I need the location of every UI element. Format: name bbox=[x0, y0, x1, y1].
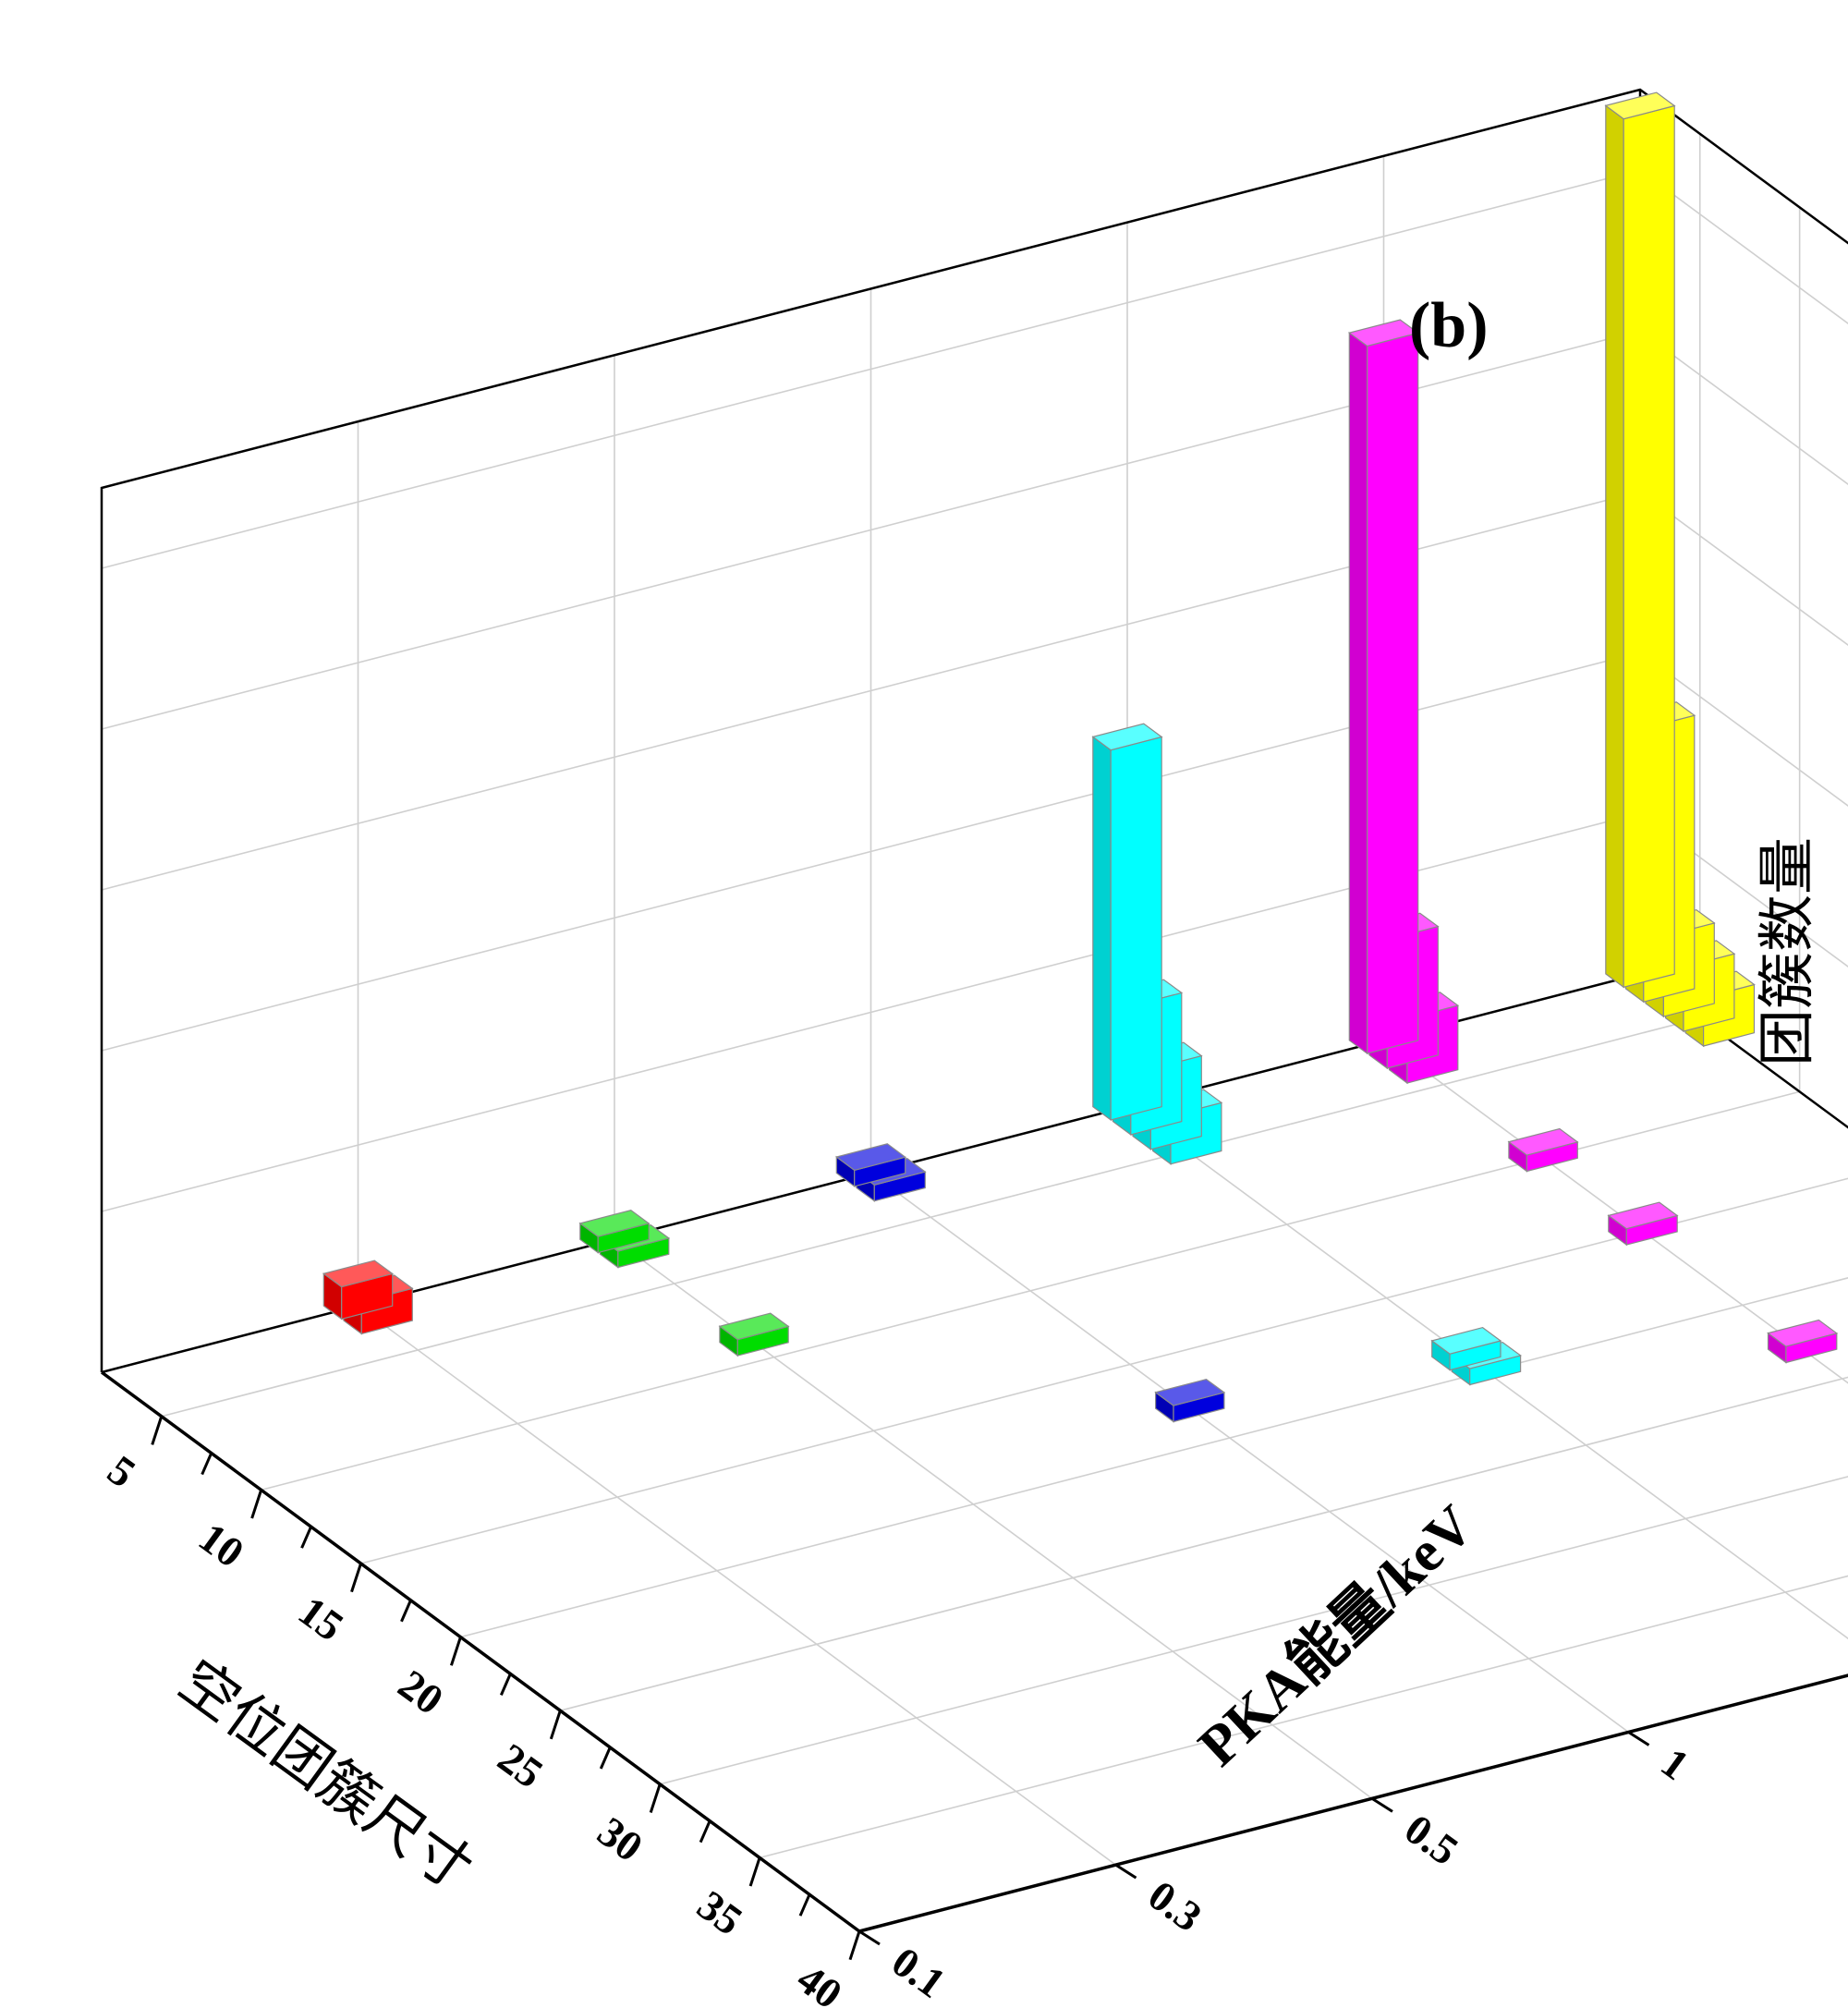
floor-gridline-energy bbox=[870, 1172, 1629, 1734]
bar-face-front bbox=[1605, 104, 1624, 989]
floor-gridline-size bbox=[759, 1575, 1848, 1859]
y-axis-tick bbox=[1627, 1731, 1650, 1746]
x-axis-tick bbox=[350, 1563, 362, 1593]
x-axis-tick bbox=[151, 1416, 164, 1445]
y-axis-tick bbox=[858, 1929, 881, 1946]
bar-face-top bbox=[1154, 1378, 1226, 1406]
bar bbox=[1604, 91, 1676, 989]
floor-gridline-size bbox=[460, 1277, 1848, 1638]
x-axis-tick-label: 15 bbox=[290, 1587, 352, 1649]
bar-face-top bbox=[322, 1260, 395, 1288]
bar-face-front bbox=[1348, 332, 1368, 1055]
x-axis-tick bbox=[499, 1673, 512, 1696]
x-axis-tick bbox=[549, 1710, 562, 1740]
x-axis-tick bbox=[748, 1856, 761, 1887]
bar bbox=[578, 1210, 650, 1254]
bar bbox=[834, 1143, 907, 1187]
floor-gridline-size bbox=[660, 1476, 1848, 1785]
y-axis-tick bbox=[1114, 1863, 1137, 1880]
wall-gridline-count bbox=[101, 651, 1848, 1052]
y-axis-tick-label: 1 bbox=[1653, 1738, 1698, 1789]
x-axis-tick bbox=[848, 1930, 861, 1961]
bar-face-top bbox=[1607, 1201, 1679, 1230]
bar-face-top bbox=[1507, 1127, 1579, 1156]
bar bbox=[1091, 723, 1163, 1122]
x-axis-tick-label: 5 bbox=[100, 1446, 145, 1497]
panel-label: (b) bbox=[1409, 290, 1489, 361]
x-axis-tick bbox=[201, 1452, 213, 1476]
bar-face-top bbox=[1604, 91, 1676, 120]
x-axis-tick-label: 20 bbox=[390, 1661, 452, 1723]
y-axis-tick-label: 0.5 bbox=[1396, 1805, 1466, 1874]
x-axis-tick-label: 35 bbox=[689, 1881, 751, 1944]
wall-gridline-count bbox=[101, 169, 1848, 569]
bar bbox=[1154, 1378, 1226, 1423]
bar-face-top bbox=[1091, 723, 1163, 751]
bar bbox=[1767, 1319, 1839, 1364]
bar-face-side bbox=[1367, 332, 1419, 1054]
bar-face-top bbox=[1347, 319, 1420, 347]
x-axis-tick-label: 25 bbox=[490, 1734, 552, 1796]
x-axis-tick bbox=[599, 1746, 612, 1770]
floor-gridline-energy bbox=[1383, 1040, 1848, 1384]
x-axis-tick bbox=[649, 1783, 662, 1813]
wall-gridline-count bbox=[101, 330, 1848, 730]
x-axis-tick bbox=[449, 1637, 462, 1666]
bar bbox=[322, 1260, 395, 1320]
floor-gridline-size bbox=[161, 1016, 1700, 1418]
chart-grid bbox=[101, 90, 1848, 1932]
x-axis-tick-label: 30 bbox=[590, 1807, 651, 1870]
bar-face-side bbox=[1623, 104, 1675, 989]
chart-bars bbox=[322, 91, 1839, 1423]
bar bbox=[1430, 1326, 1502, 1371]
floor-gridline-energy bbox=[358, 1305, 1116, 1866]
floor-gridline-energy bbox=[1126, 1106, 1848, 1640]
y-axis-tick-label: 0.3 bbox=[1140, 1871, 1210, 1941]
y-axis-tick-label: 0.1 bbox=[883, 1938, 954, 2007]
x-axis-tick bbox=[699, 1819, 711, 1844]
x-axis-line bbox=[100, 1370, 861, 1933]
frame-floor-back bbox=[101, 972, 1848, 1374]
bar-face-front bbox=[1092, 736, 1112, 1122]
bar-face-top bbox=[834, 1143, 907, 1172]
floor-gridline-size bbox=[560, 1376, 1848, 1711]
x-axis-tick bbox=[798, 1893, 811, 1917]
bar-face-top bbox=[1430, 1326, 1502, 1355]
bar bbox=[1347, 319, 1420, 1055]
z-axis-title: 团簇数量 bbox=[1753, 837, 1820, 1066]
x-axis-tick bbox=[400, 1600, 412, 1623]
x-axis-tick-label: 40 bbox=[789, 1954, 851, 2008]
bar-face-top bbox=[1767, 1319, 1839, 1347]
bar bbox=[1607, 1201, 1679, 1247]
bar bbox=[718, 1312, 790, 1357]
bar-face-side bbox=[1110, 736, 1162, 1121]
y-axis-tick bbox=[1371, 1797, 1393, 1813]
x-axis-tick bbox=[300, 1526, 312, 1549]
x-axis-tick bbox=[250, 1489, 263, 1519]
bar-face-top bbox=[718, 1312, 790, 1341]
x-axis-tick-label: 10 bbox=[190, 1514, 252, 1576]
wall-gridline-count bbox=[101, 491, 1848, 891]
bar-face-top bbox=[578, 1210, 650, 1237]
bar bbox=[1507, 1127, 1579, 1173]
